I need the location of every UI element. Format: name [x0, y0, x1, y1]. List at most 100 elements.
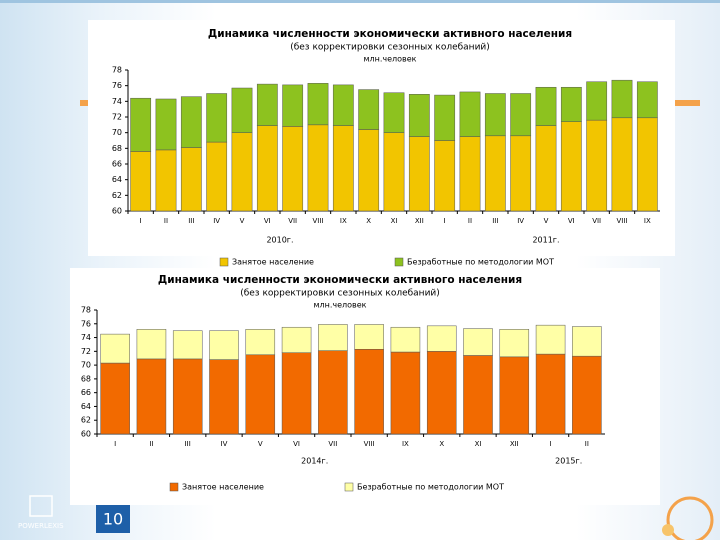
year-label: 2010г. [266, 236, 293, 245]
x-tick-label: IX [402, 440, 409, 448]
legend-label: Безработные по методологии МОТ [407, 258, 554, 267]
chart-title: Динамика численности экономически активн… [208, 28, 572, 40]
x-tick-label: IV [221, 440, 228, 448]
bar-segment [245, 354, 276, 435]
page-number: 10 [103, 510, 123, 529]
bar-segment [245, 329, 276, 356]
x-tick-label: VIII [313, 217, 324, 225]
chart-subtitle: (без корректировки сезонных колебаний) [240, 289, 440, 299]
year-label: 2015г. [555, 457, 582, 466]
y-tick-label: 76 [81, 319, 91, 328]
year-label: 2011г. [532, 236, 559, 245]
bar-segment [354, 324, 384, 350]
bar-segment [209, 359, 239, 435]
y-tick-label: 66 [81, 388, 91, 397]
bar-segment [318, 324, 348, 351]
bar-segment [358, 89, 380, 130]
x-tick-label: III [188, 217, 194, 225]
bar-segment [172, 358, 203, 435]
bar-segment [463, 355, 493, 435]
legend-swatch [219, 257, 229, 267]
bar-segment [172, 330, 203, 360]
x-tick-label: XII [510, 440, 519, 448]
bar-segment [535, 353, 566, 435]
unit-label: млн.человек [363, 55, 416, 64]
x-tick-label: XI [475, 440, 482, 448]
bar-segment [282, 126, 304, 212]
x-tick-label: VII [288, 217, 297, 225]
x-tick-label: VII [328, 440, 337, 448]
bar-segment [383, 132, 405, 212]
bar-segment [354, 349, 384, 435]
bar-segment [100, 333, 130, 364]
bar-segment [231, 87, 253, 133]
year-label: 2014г. [301, 457, 328, 466]
x-tick-label: VIII [364, 440, 375, 448]
bar-segment [510, 135, 532, 212]
x-tick-label: XII [415, 217, 424, 225]
legend-swatch [169, 482, 179, 492]
bar-segment [463, 328, 493, 356]
x-tick-label: XI [391, 217, 398, 225]
bar-segment [206, 141, 228, 212]
bar-segment [484, 93, 506, 137]
bar-segment [130, 151, 152, 212]
unit-label: млн.человек [313, 301, 366, 310]
x-tick-label: IX [644, 217, 651, 225]
legend-label: Занятое население [182, 483, 264, 492]
bar-segment [155, 149, 177, 212]
y-tick-label: 62 [81, 416, 91, 425]
bar-segment [408, 94, 430, 137]
bar-segment [332, 125, 354, 212]
y-tick-label: 76 [112, 81, 122, 90]
y-tick-label: 74 [112, 97, 122, 106]
bar-segment [383, 92, 405, 133]
bar-segment [499, 329, 530, 358]
legend-label: Занятое население [232, 258, 314, 267]
x-tick-label: X [439, 440, 444, 448]
bar-segment [318, 350, 348, 435]
bar-segment [459, 136, 481, 212]
bar-segment [155, 98, 177, 151]
y-tick-label: 70 [81, 361, 91, 370]
y-tick-label: 72 [112, 113, 122, 122]
bar-segment [180, 96, 202, 148]
bar-segment [636, 81, 658, 119]
bar-segment [572, 355, 602, 435]
bar-segment [332, 84, 354, 126]
x-tick-label: I [550, 440, 552, 448]
legend-swatch [344, 482, 354, 492]
bar-segment [434, 94, 456, 141]
y-tick-label: 68 [112, 144, 122, 153]
x-tick-label: VI [293, 440, 300, 448]
page-number-box [96, 505, 130, 533]
bar-segment [611, 117, 633, 212]
bar-segment [426, 351, 457, 435]
chart-subtitle: (без корректировки сезонных колебаний) [290, 43, 490, 53]
x-tick-label: X [366, 217, 371, 225]
y-tick-label: 68 [81, 374, 91, 383]
bar-segment [180, 147, 202, 212]
bar-segment [281, 352, 312, 435]
bar-segment [572, 326, 602, 357]
x-tick-label: II [468, 217, 472, 225]
bar-segment [136, 329, 167, 360]
x-tick-label: II [149, 440, 153, 448]
top-border [0, 0, 720, 3]
x-tick-label: V [258, 440, 263, 448]
logo-icon [29, 495, 53, 517]
y-tick-label: 60 [81, 430, 91, 439]
bar-segment [535, 125, 557, 212]
bar-segment [434, 140, 456, 212]
logo-text: POWERLEXIS [18, 522, 64, 530]
bar-segment [611, 79, 633, 119]
bar-segment [130, 97, 152, 152]
x-tick-label: II [164, 217, 168, 225]
x-tick-label: III [492, 217, 498, 225]
bar-segment [256, 125, 278, 212]
y-tick-label: 78 [112, 66, 122, 75]
bar-segment [586, 119, 608, 212]
x-tick-label: IV [213, 217, 220, 225]
